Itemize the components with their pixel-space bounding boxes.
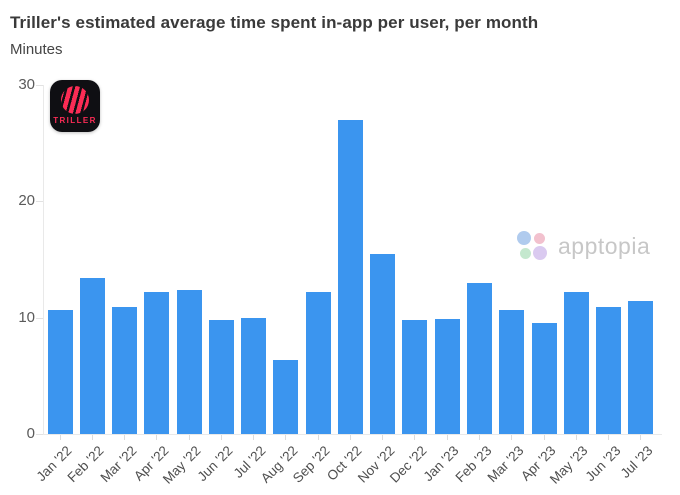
x-axis-tick (220, 435, 222, 440)
bar-jun-22 (208, 319, 234, 434)
apptopia-wordmark: apptopia (558, 233, 651, 259)
y-axis-unit-label: Minutes (10, 41, 63, 58)
bar-apr-23 (531, 323, 557, 434)
x-axis-tick (414, 435, 416, 440)
x-axis-tick (124, 435, 126, 440)
y-axis-tick (36, 201, 43, 203)
bar-mar-22 (112, 307, 138, 434)
x-axis-tick (91, 435, 93, 440)
bar-dec-22 (402, 319, 428, 434)
y-axis-tick (36, 317, 43, 319)
x-axis-tick (511, 435, 513, 440)
x-axis-tick (349, 435, 351, 440)
apptopia-watermark: apptopia (517, 231, 650, 262)
bar-aug-22 (273, 359, 299, 434)
x-axis-tick (608, 435, 610, 440)
x-axis-tick (317, 435, 319, 440)
triller-logo-label: TRILLER (53, 116, 97, 125)
x-axis-tick (285, 435, 287, 440)
x-axis-tick (575, 435, 577, 440)
bar-oct-22 (337, 119, 363, 434)
apptopia-clover-icon (517, 231, 548, 262)
y-axis-tick-label: 0 (26, 425, 35, 442)
bar-mar-23 (499, 309, 525, 434)
y-axis-tick-label: 20 (18, 192, 35, 210)
chart-title: Triller's estimated average time spent i… (10, 13, 539, 32)
bar-may-23 (563, 292, 589, 434)
y-axis-tick (36, 85, 43, 86)
x-axis-tick (156, 435, 158, 440)
bar-sep-22 (305, 292, 331, 434)
clover-petal-blue (517, 231, 531, 245)
x-axis-tick (479, 435, 480, 440)
clover-petal-pink (534, 233, 545, 244)
x-axis-tick (543, 435, 545, 440)
y-axis-tick (36, 434, 43, 435)
x-axis-tick (59, 435, 61, 440)
bar-nov-22 (370, 253, 396, 434)
bar-jan-22 (47, 309, 73, 434)
clover-petal-purple (533, 246, 547, 260)
x-axis-tick (382, 435, 384, 440)
bar-jan-23 (434, 318, 460, 434)
x-axis-tick (446, 435, 448, 440)
triller-logo: TRILLER (50, 80, 100, 132)
x-axis-tick (640, 435, 642, 440)
y-axis-line (43, 85, 44, 434)
bar-jul-23 (628, 301, 654, 434)
bar-may-22 (176, 289, 202, 434)
x-axis-tick (188, 435, 190, 440)
bar-feb-22 (79, 278, 105, 434)
x-axis-line (43, 434, 662, 435)
y-axis-tick-label: 30 (18, 76, 35, 93)
bar-feb-23 (467, 282, 492, 434)
y-axis-tick-label: 10 (18, 308, 35, 326)
bar-apr-22 (144, 292, 170, 434)
bar-jun-23 (596, 307, 622, 434)
triller-circle-icon (61, 86, 89, 114)
bar-jul-22 (241, 317, 267, 434)
clover-petal-green (520, 248, 531, 259)
x-axis-tick (253, 435, 255, 440)
